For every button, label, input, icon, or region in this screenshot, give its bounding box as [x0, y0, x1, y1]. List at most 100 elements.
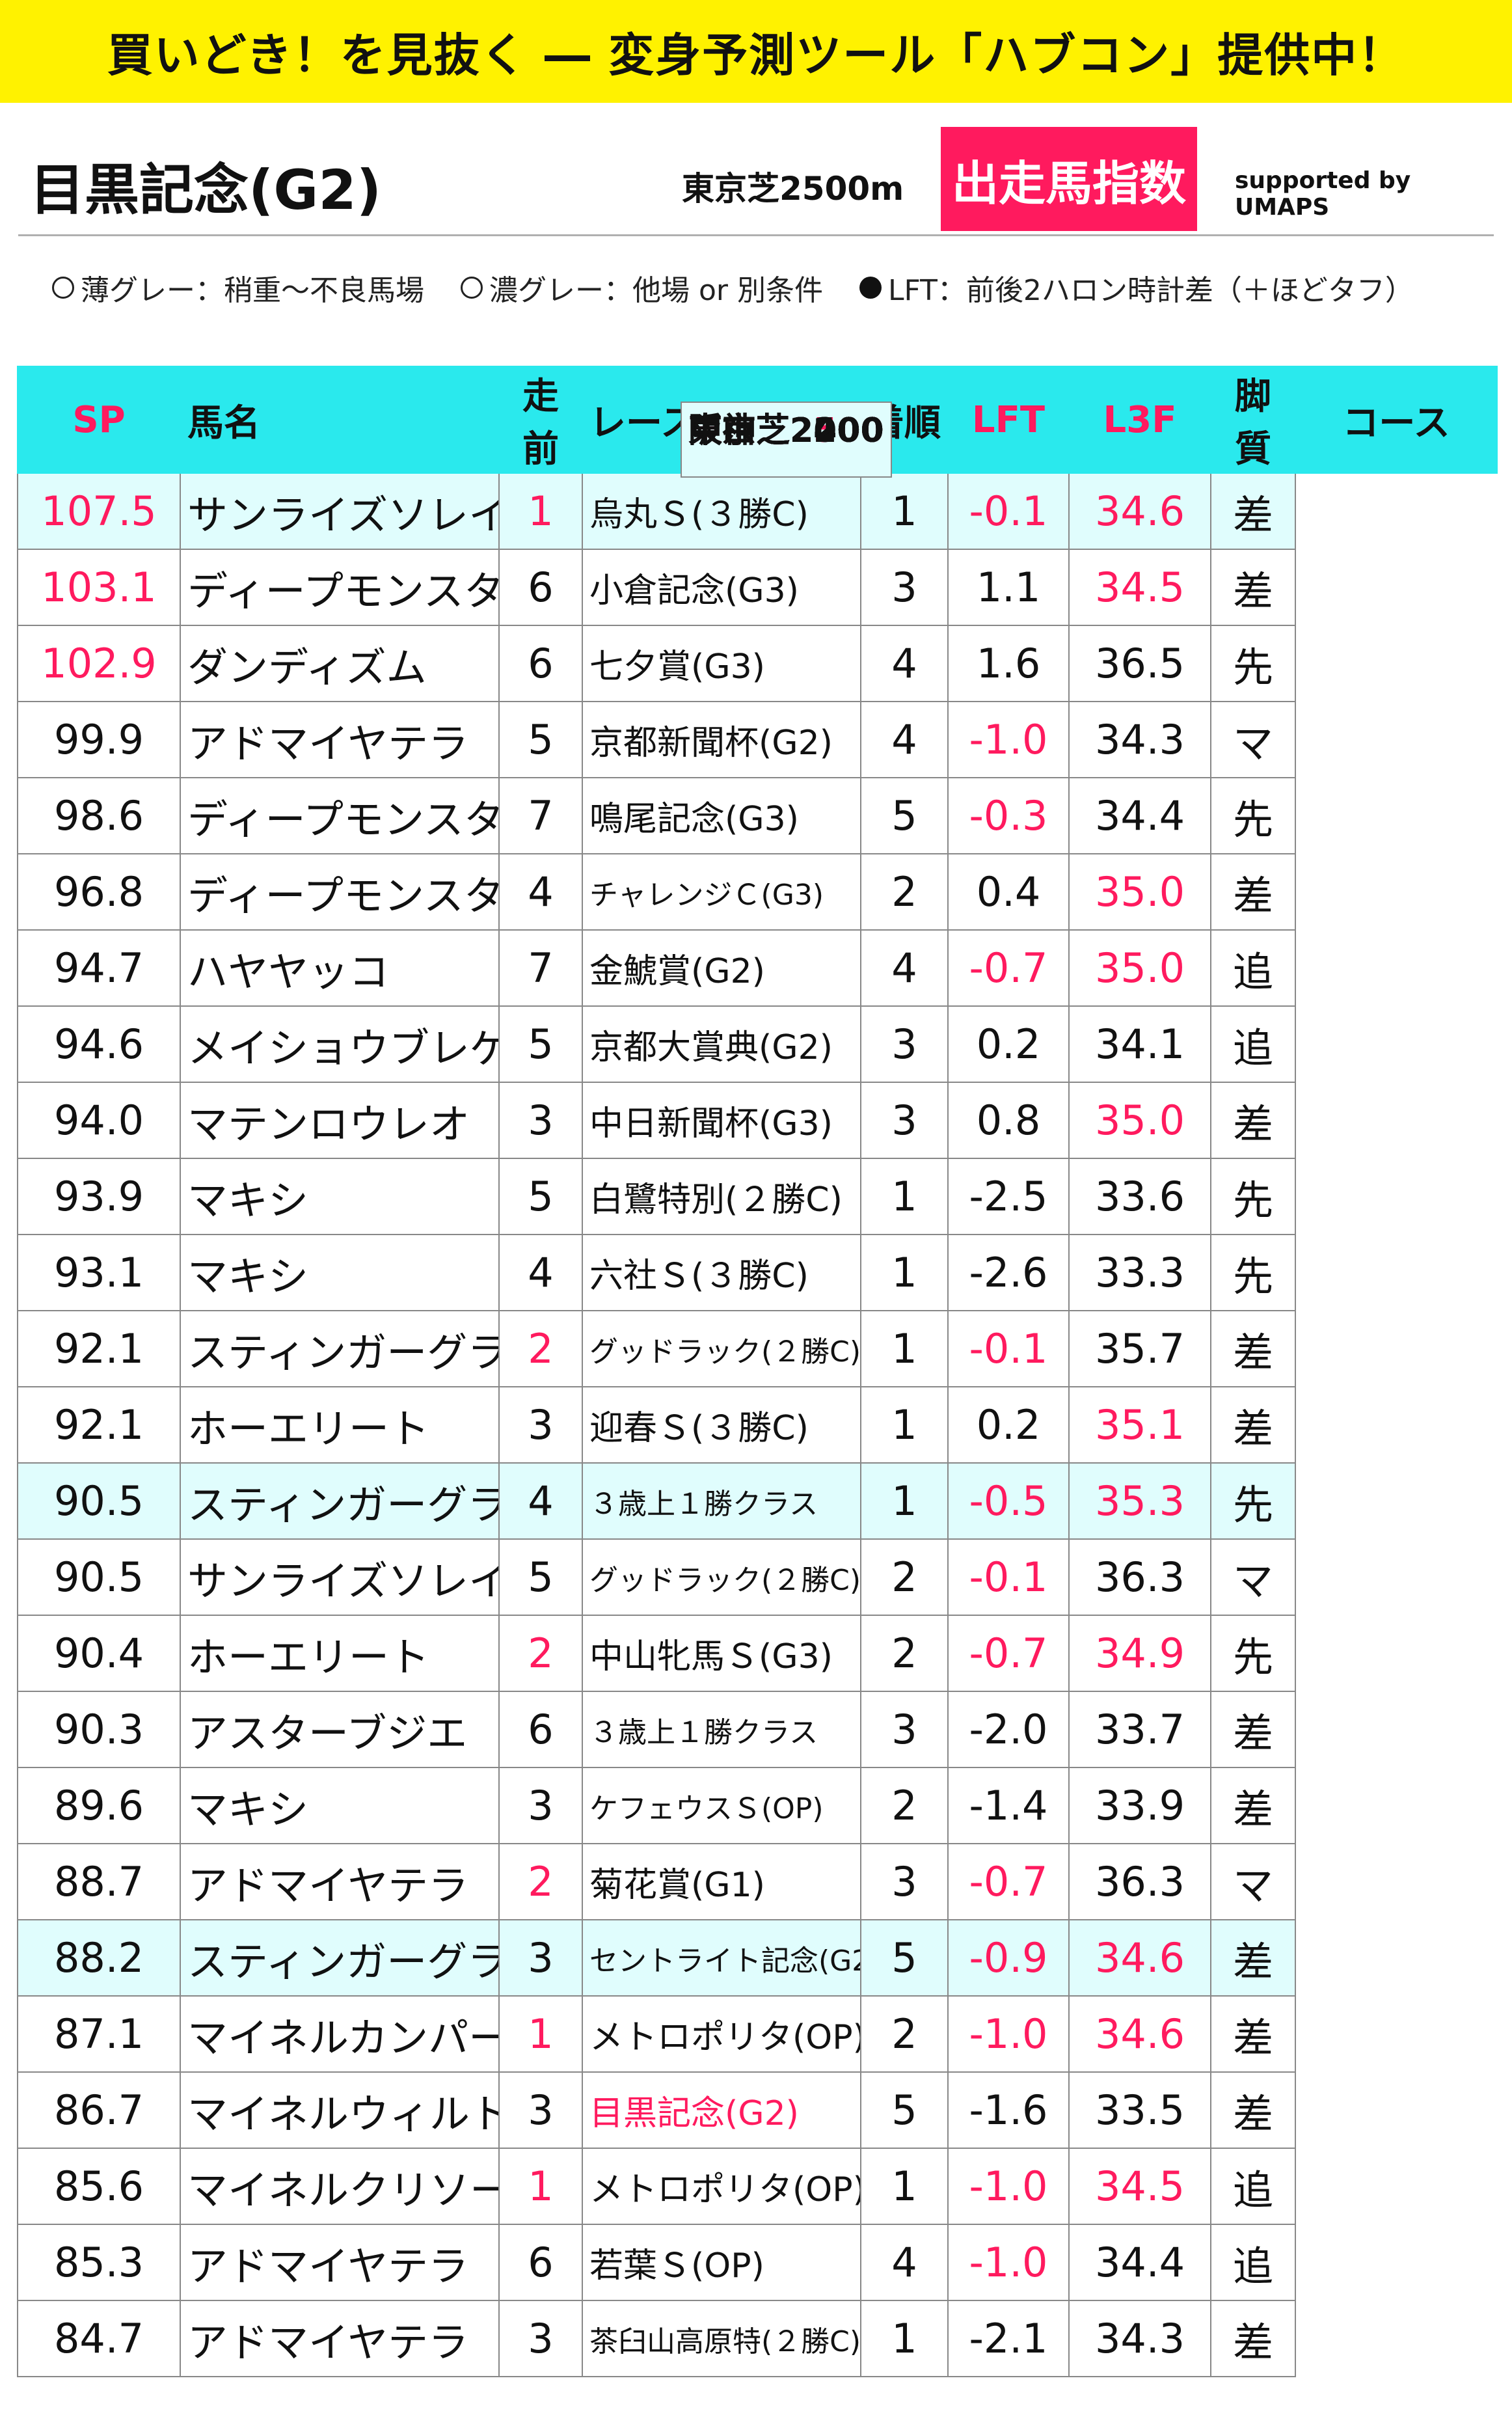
- cell-zen: 5: [498, 701, 583, 778]
- promo-banner[interactable]: 買いどき！を見抜く ― 変身予測ツール「ハブコン」提供中！: [0, 0, 1512, 103]
- cell-lft: -0.7: [947, 1615, 1070, 1692]
- cell-horse-name: スティンガーグラス: [180, 1462, 500, 1540]
- cell-zen: 1: [498, 2148, 583, 2225]
- cell-zen: 6: [498, 1691, 583, 1768]
- table-row: 103.1ディープモンスター6小倉記念(G3)31.134.5差中京芝2000: [17, 402, 1497, 626]
- cell-sp: 85.3: [17, 2224, 181, 2301]
- col-header-leg[interactable]: 脚質: [1210, 366, 1296, 474]
- cell-sp: 88.7: [17, 1843, 181, 1920]
- cell-race-name: メトロポリタ(OP): [582, 1995, 861, 2073]
- cell-horse-name: マキシ: [180, 1767, 500, 1844]
- cell-lft: -2.6: [947, 1234, 1070, 1311]
- cell-leg: 先: [1210, 1158, 1296, 1235]
- legend-light-gray: 薄グレー：稍重〜不良馬場: [52, 267, 424, 308]
- cell-sp: 90.3: [17, 1691, 181, 1768]
- cell-horse-name: メイショウブレゲ: [180, 1005, 500, 1083]
- cell-l3f: 33.9: [1068, 1767, 1211, 1844]
- cell-zen: 6: [498, 549, 583, 626]
- cell-race-name: メトロポリタ(OP): [582, 2148, 861, 2225]
- cell-rank: 2: [860, 1538, 949, 1616]
- cell-race-name: 中山牝馬Ｓ(G3): [582, 1615, 861, 1692]
- cell-course: 中山芝2200: [681, 402, 892, 478]
- cell-rank: 1: [860, 1462, 949, 1540]
- cell-sp: 94.6: [17, 1005, 181, 1083]
- cell-race-name: 中日新聞杯(G3): [582, 1082, 861, 1159]
- cell-l3f: 36.3: [1068, 1843, 1211, 1920]
- cell-l3f: 35.1: [1068, 1386, 1211, 1464]
- cell-l3f: 35.0: [1068, 853, 1211, 931]
- horse-index-table-wrap: SP 馬名 走前 レース名 着順 LFT L3F 脚質 コース 107.5 サンラ…: [17, 366, 1498, 2377]
- cell-zen: 5: [498, 1538, 583, 1616]
- page-title: 目黒記念(G2): [30, 158, 382, 222]
- cell-race-name: ３歳上１勝クラス: [582, 1462, 861, 1540]
- cell-lft: -1.0: [947, 2224, 1070, 2301]
- cell-leg: 差: [1210, 1386, 1296, 1464]
- cell-l3f: 34.4: [1068, 2224, 1211, 2301]
- cell-sp: 84.7: [17, 2300, 181, 2377]
- cell-zen: 3: [498, 1082, 583, 1159]
- cell-zen: 3: [498, 1919, 583, 1997]
- cell-lft: -0.1: [947, 472, 1070, 550]
- cell-lft: -0.5: [947, 1462, 1070, 1540]
- cell-rank: 2: [860, 853, 949, 931]
- col-header-sp[interactable]: SP: [17, 366, 181, 474]
- cell-l3f: 34.6: [1068, 472, 1211, 550]
- cell-horse-name: アドマイヤテラ: [180, 2300, 500, 2377]
- cell-sp: 92.1: [17, 1386, 181, 1464]
- cell-lft: -0.9: [947, 1919, 1070, 1997]
- cell-horse-name: ディープモンスター: [180, 777, 500, 854]
- cell-zen: 4: [498, 1234, 583, 1311]
- cell-leg: 追: [1210, 929, 1296, 1007]
- col-header-zen[interactable]: 走前: [498, 366, 583, 474]
- cell-sp: 90.5: [17, 1538, 181, 1616]
- cell-leg: 追: [1210, 2148, 1296, 2225]
- cell-l3f: 34.3: [1068, 2300, 1211, 2377]
- cell-lft: -2.1: [947, 2300, 1070, 2377]
- cell-l3f: 34.5: [1068, 549, 1211, 626]
- cell-rank: 1: [860, 1234, 949, 1311]
- col-header-l3f[interactable]: L3F: [1068, 366, 1211, 474]
- cell-rank: 5: [860, 777, 949, 854]
- cell-sp: 103.1: [17, 549, 181, 626]
- cell-rank: 4: [860, 929, 949, 1007]
- cell-horse-name: スティンガーグラス: [180, 1310, 500, 1387]
- cell-race-name: 六社Ｓ(３勝C): [582, 1234, 861, 1311]
- cell-l3f: 34.3: [1068, 701, 1211, 778]
- legend-lft-label: LFT：前後2ハロン時計差（＋ほどタフ）: [887, 274, 1414, 307]
- cell-leg: マ: [1210, 1538, 1296, 1616]
- cell-zen: 1: [498, 472, 583, 550]
- cell-lft: -0.1: [947, 1310, 1070, 1387]
- cell-race-name: 鳴尾記念(G3): [582, 777, 861, 854]
- col-header-name[interactable]: 馬名: [180, 366, 500, 474]
- cell-l3f: 35.3: [1068, 1462, 1211, 1540]
- cell-horse-name: スティンガーグラス: [180, 1919, 500, 1997]
- index-badge-label: 出走馬指数: [951, 156, 1186, 211]
- table-row: 90.5サンライズソレイユ5グッドラック(２勝C)2-0.136.3マ中山芝25…: [17, 402, 1497, 1616]
- cell-leg: 追: [1210, 2224, 1296, 2301]
- cell-rank: 1: [860, 2148, 949, 2225]
- cell-lft: -2.5: [947, 1158, 1070, 1235]
- cell-race-name: 目黒記念(G2): [582, 2071, 861, 2149]
- cell-horse-name: マテンロウレオ: [180, 1082, 500, 1159]
- cell-horse-name: ダンディズム: [180, 625, 500, 702]
- cell-leg: 先: [1210, 1615, 1296, 1692]
- col-header-course[interactable]: コース: [1295, 366, 1498, 474]
- cell-zen: 3: [498, 2071, 583, 2149]
- cell-sp: 88.2: [17, 1919, 181, 1997]
- cell-rank: 2: [860, 1615, 949, 1692]
- cell-race-name: 若葉Ｓ(OP): [582, 2224, 861, 2301]
- cell-leg: 差: [1210, 2300, 1296, 2377]
- cell-rank: 2: [860, 1767, 949, 1844]
- cell-sp: 89.6: [17, 1767, 181, 1844]
- cell-race-name: 京都大賞典(G2): [582, 1005, 861, 1083]
- cell-horse-name: ホーエリート: [180, 1615, 500, 1692]
- cell-rank: 4: [860, 625, 949, 702]
- col-header-lft[interactable]: LFT: [947, 366, 1070, 474]
- cell-zen: 2: [498, 1843, 583, 1920]
- cell-zen: 4: [498, 853, 583, 931]
